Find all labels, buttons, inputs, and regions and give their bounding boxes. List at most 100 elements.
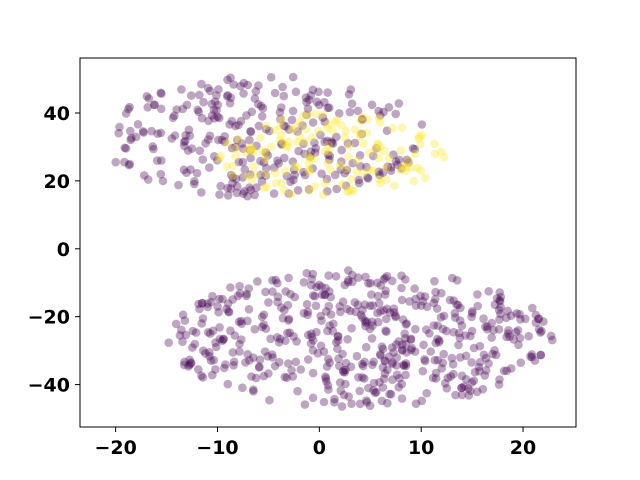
scatter-point-class-0 [362,317,372,326]
scatter-point-class-0 [318,113,328,122]
scatter-point-class-0 [475,341,485,351]
scatter-point-class-0 [156,128,166,138]
scatter-point-class-0 [249,353,258,363]
scatter-point-class-0 [388,358,397,367]
scatter-point-class-0 [322,307,331,316]
scatter-point-class-0 [350,138,360,148]
scatter-point-class-0 [283,328,292,338]
scatter-point-class-0 [324,271,334,280]
scatter-point-class-0 [344,392,354,401]
scatter-point-class-1 [341,164,350,174]
scatter-point-class-0 [223,183,232,193]
scatter-point-class-0 [388,375,397,385]
scatter-point-class-0 [240,187,249,196]
scatter-point-class-0 [177,85,186,94]
scatter-point-class-0 [392,370,402,380]
scatter-point-class-1 [291,122,301,132]
scatter-point-class-0 [438,358,448,368]
scatter-point-class-0 [323,103,333,113]
scatter-point-class-0 [420,355,429,364]
scatter-point-class-0 [323,326,332,336]
scatter-point-class-0 [417,120,427,129]
scatter-point-class-0 [209,105,219,115]
scatter-point-class-0 [453,300,463,310]
scatter-point-class-0 [247,107,257,117]
scatter-point-class-0 [478,384,488,394]
scatter-point-class-0 [362,396,371,405]
scatter-point-class-1 [373,140,383,150]
scatter-point-class-0 [475,366,484,376]
scatter-point-class-0 [303,330,313,340]
scatter-point-class-0 [124,104,133,114]
scatter-point-class-0 [531,310,541,320]
scatter-point-class-0 [292,337,301,346]
scatter-point-class-0 [220,137,229,147]
scatter-point-class-0 [260,347,270,356]
scatter-point-class-0 [308,393,318,403]
scatter-point-class-1 [365,148,374,157]
x-tick-label: 20 [510,437,536,459]
scatter-point-class-0 [261,124,271,134]
scatter-point-class-0 [181,131,190,140]
scatter-point-class-0 [213,156,222,165]
scatter-point-class-0 [387,276,397,286]
scatter-point-class-0 [425,329,434,338]
scatter-point-class-0 [491,350,501,360]
scatter-point-class-0 [283,359,293,368]
scatter-point-class-0 [473,301,483,311]
scatter-point-class-0 [305,152,315,161]
scatter-point-class-1 [379,146,389,156]
scatter-point-class-1 [249,162,258,171]
scatter-point-class-0 [380,369,390,378]
scatter-point-class-0 [336,386,346,396]
scatter-point-class-0 [238,157,248,167]
scatter-point-class-1 [262,182,272,192]
scatter-point-class-0 [342,165,352,175]
scatter-point-class-0 [392,353,402,362]
scatter-point-class-0 [416,301,426,310]
scatter-point-class-1 [359,139,368,148]
scatter-point-class-1 [373,139,383,148]
scatter-point-class-0 [341,379,350,389]
scatter-point-class-0 [479,350,489,360]
scatter-point-class-0 [395,374,404,383]
scatter-point-class-0 [338,349,347,359]
scatter-point-class-0 [321,374,331,383]
scatter-point-class-0 [333,344,342,354]
scatter-point-class-0 [168,113,178,123]
scatter-point-class-0 [512,309,521,318]
scatter-point-class-0 [282,373,292,383]
scatter-point-class-0 [203,83,213,93]
scatter-point-class-0 [334,109,344,118]
scatter-point-class-0 [454,328,464,338]
scatter-point-class-1 [270,125,280,135]
scatter-point-class-0 [343,277,353,287]
scatter-point-class-0 [124,160,134,170]
scatter-point-class-1 [356,116,365,126]
scatter-point-class-0 [351,307,360,317]
scatter-point-class-0 [408,144,418,153]
scatter-point-class-0 [228,295,237,304]
scatter-point-class-0 [198,314,208,323]
scatter-point-class-0 [274,159,284,168]
scatter-point-class-0 [302,300,312,309]
scatter-point-class-0 [179,360,189,370]
scatter-point-class-0 [284,314,294,324]
scatter-point-class-0 [338,297,348,307]
scatter-point-class-0 [281,336,290,346]
scatter-point-class-0 [357,129,367,139]
scatter-point-class-0 [170,111,179,120]
scatter-point-class-0 [250,94,260,103]
scatter-point-class-0 [254,121,264,131]
scatter-point-class-0 [301,93,311,102]
scatter-point-class-0 [319,347,329,357]
scatter-point-class-1 [290,162,299,171]
scatter-point-class-0 [435,336,444,345]
scatter-point-class-0 [142,92,152,101]
scatter-point-class-0 [494,380,504,389]
scatter-point-class-1 [414,134,424,143]
scatter-point-class-0 [397,164,406,173]
scatter-point-class-0 [230,331,240,340]
scatter-point-class-0 [429,298,439,308]
scatter-point-class-0 [406,345,416,355]
